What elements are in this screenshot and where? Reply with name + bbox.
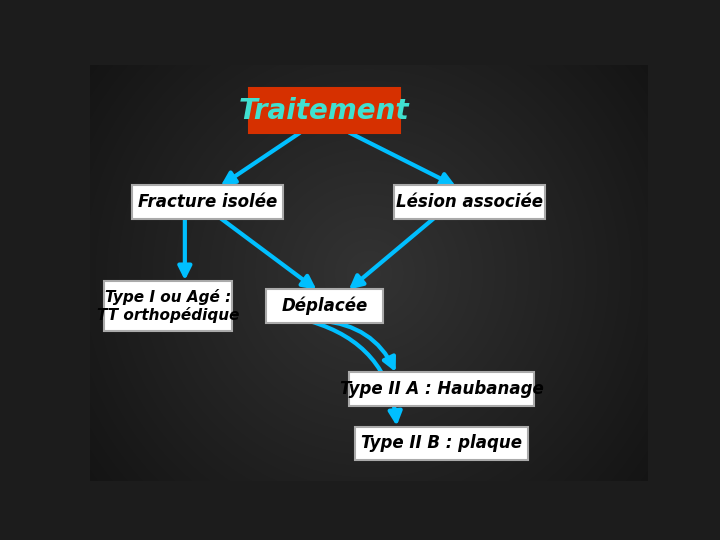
FancyBboxPatch shape bbox=[249, 87, 400, 133]
FancyBboxPatch shape bbox=[104, 281, 233, 331]
Text: Type I ou Agé :
TT orthopédique: Type I ou Agé : TT orthopédique bbox=[97, 289, 239, 323]
FancyBboxPatch shape bbox=[349, 373, 534, 406]
FancyBboxPatch shape bbox=[355, 427, 528, 460]
FancyBboxPatch shape bbox=[132, 185, 282, 219]
Text: Type II B : plaque: Type II B : plaque bbox=[361, 434, 522, 452]
Text: Type II A : Haubanage: Type II A : Haubanage bbox=[340, 380, 544, 398]
Text: Lésion associée: Lésion associée bbox=[396, 193, 543, 211]
Text: Fracture isolée: Fracture isolée bbox=[138, 193, 276, 211]
FancyBboxPatch shape bbox=[394, 185, 545, 219]
Text: Traitement: Traitement bbox=[239, 97, 410, 125]
Text: Déplacée: Déplacée bbox=[282, 296, 367, 315]
FancyBboxPatch shape bbox=[266, 289, 383, 322]
